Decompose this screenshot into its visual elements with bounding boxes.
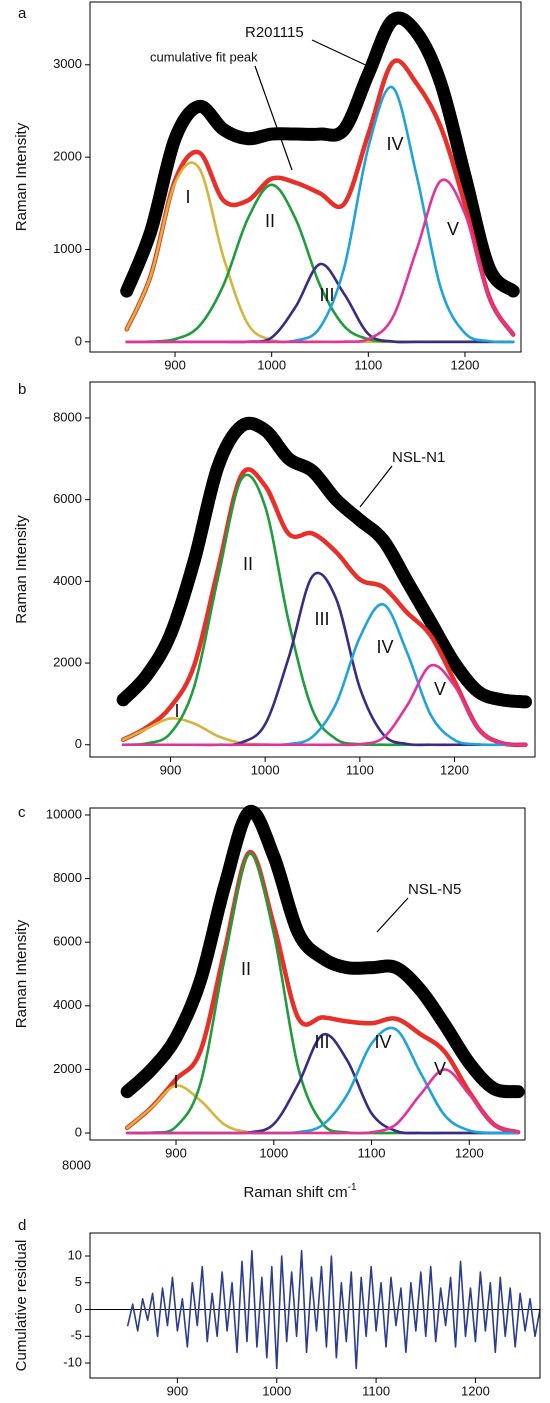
y-tick-label: 2000 (53, 654, 82, 669)
peak-label: IV (386, 134, 403, 154)
y-tick-label: 4000 (53, 997, 82, 1012)
x-tick-label: 1200 (461, 1383, 490, 1398)
y-tick-label: -5 (70, 1328, 82, 1343)
y-axis-title: Raman Intensity (13, 122, 30, 231)
plot-frame (89, 1, 522, 353)
y-axis-title: Cumulative residual (13, 1240, 30, 1372)
series-line (124, 850, 521, 1135)
peak-label: II (241, 959, 251, 979)
y-tick-label: 6000 (53, 934, 82, 949)
x-tick-label: 900 (164, 357, 186, 372)
y-axis-title: Raman Intensity (13, 919, 30, 1028)
peak-label: V (434, 1059, 446, 1079)
y-tick-label: 1000 (53, 241, 82, 256)
y-tick-label: 0 (75, 736, 82, 751)
series-line (125, 1068, 520, 1135)
y-tick-label: 2000 (53, 1061, 82, 1076)
x-tick-label: 1100 (354, 357, 382, 372)
plot-frame (89, 1232, 541, 1379)
y-tick-label: 3000 (53, 56, 82, 71)
x-tick-label: 1000 (259, 1145, 288, 1160)
series-line (121, 663, 527, 747)
panel-label: d (18, 1217, 26, 1234)
x-tick-label: 1000 (257, 357, 286, 372)
curve-label: NSL-N5 (408, 881, 461, 898)
curve-label: cumulative fit peak (150, 49, 258, 64)
leader-line (359, 465, 393, 508)
y-tick-label: 10 (68, 1247, 82, 1262)
x-axis-title-text: Raman shift cm (243, 1184, 347, 1201)
y-tick-label: 0 (75, 333, 82, 348)
series-line (120, 805, 525, 1099)
peak-label: III (314, 609, 329, 629)
panel: b Raman Intensity 0 2000 4000 6000 8000 900 1000… (13, 381, 536, 777)
x-tick-label: 1100 (358, 1145, 386, 1160)
curve-label: R201115 (245, 24, 304, 41)
y-tick-label: 4000 (53, 573, 82, 588)
y-tick-label: 5 (75, 1274, 82, 1289)
x-tick-label: 1000 (262, 1383, 291, 1398)
panel: d Cumulative residual -10 -5 0 5 10 900 1000 1100… (13, 1217, 541, 1398)
leader-line (376, 897, 409, 933)
x-axis-title: Raman shift cm-1 (243, 1182, 357, 1201)
peak-label: II (265, 211, 275, 231)
y-tick-label: 0 (75, 1301, 82, 1316)
leader-line (254, 65, 293, 171)
x-tick-label: 1100 (346, 762, 374, 777)
panel: a Raman Intensity 0 1000 2000 3000 900 1000 1100… (13, 1, 522, 372)
y-axis-title: Raman Intensity (13, 515, 30, 624)
curve-label: NSL-N1 (392, 449, 445, 466)
peak-label: V (447, 219, 459, 239)
peak-label: II (243, 554, 253, 574)
series-line (125, 178, 515, 344)
stray-label: 8000 (62, 1157, 91, 1172)
y-tick-label: 8000 (53, 870, 82, 885)
y-tick-label: 0 (75, 1124, 82, 1139)
series-line (126, 1249, 541, 1370)
y-tick-label: 2000 (53, 149, 82, 164)
x-tick-label: 900 (160, 762, 182, 777)
panel-label: c (18, 804, 26, 821)
series-line (120, 467, 528, 748)
peak-label: V (434, 679, 446, 699)
series-line (120, 11, 520, 298)
plot-frame (89, 807, 526, 1141)
x-tick-label: 900 (167, 1383, 189, 1398)
peak-label: III (319, 285, 334, 305)
series-line (124, 58, 516, 337)
peak-label: I (185, 187, 190, 207)
x-tick-label: 1200 (455, 1145, 484, 1160)
y-tick-label: 10000 (46, 806, 82, 821)
series-line (116, 416, 533, 709)
peak-label: I (174, 701, 179, 721)
x-axis-title-sup: -1 (348, 1182, 357, 1193)
peak-label: IV (376, 637, 393, 657)
x-tick-label: 1200 (450, 357, 479, 372)
x-tick-label: 1100 (362, 1383, 390, 1398)
peak-label: IV (374, 1032, 391, 1052)
x-tick-label: 1200 (440, 762, 469, 777)
panel-label: b (18, 381, 26, 398)
x-tick-label: 1000 (251, 762, 280, 777)
peak-label: III (314, 1032, 329, 1052)
x-tick-label: 900 (165, 1145, 187, 1160)
y-tick-label: 8000 (53, 409, 82, 424)
panel-label: a (18, 5, 27, 22)
panel: c Raman Intensity 0 2000 4000 6000 8000 10000 90… (13, 804, 526, 1201)
plot-frame (89, 381, 536, 758)
y-tick-label: 6000 (53, 491, 82, 506)
peak-label: I (173, 1072, 178, 1092)
leader-line (311, 39, 373, 69)
y-tick-label: -10 (63, 1354, 82, 1369)
